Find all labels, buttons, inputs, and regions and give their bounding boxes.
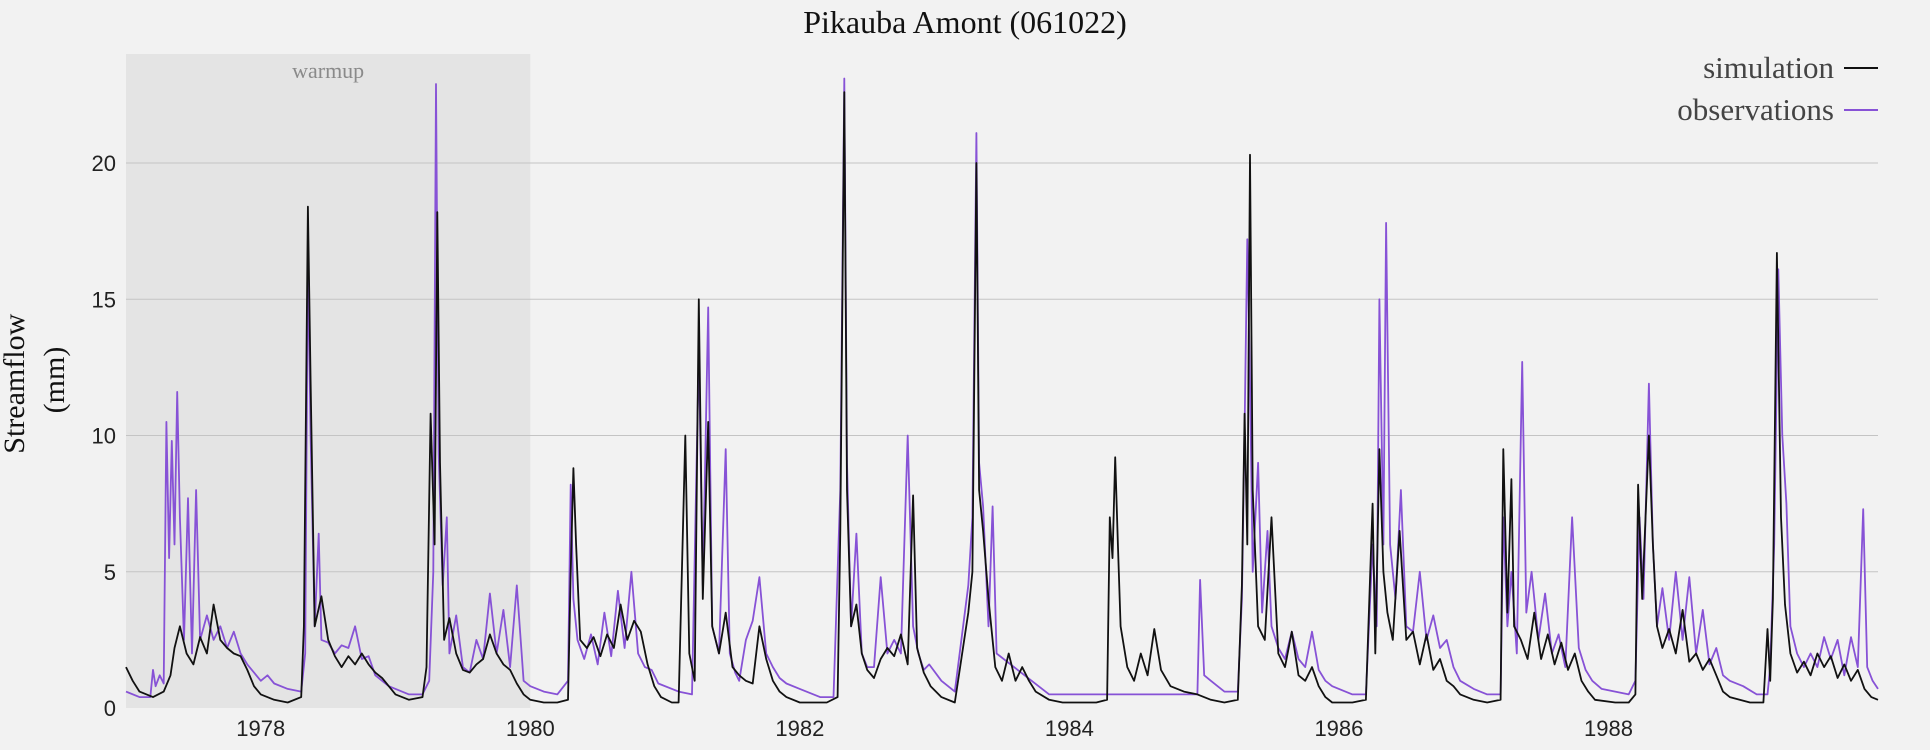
- y-tick-label: 20: [92, 151, 116, 176]
- grid: [126, 162, 1878, 573]
- series-line-simulation: [125, 91, 1879, 704]
- x-tick-label: 1978: [236, 716, 285, 741]
- y-axis-label-line-1: Streamflow: [0, 313, 31, 453]
- x-tick-label: 1980: [506, 716, 555, 741]
- warmup-region: [126, 54, 531, 708]
- chart-title: Pikauba Amont (061022): [803, 4, 1127, 40]
- y-axis-label-line-2: (mm): [38, 347, 71, 414]
- x-tick-label: 1984: [1045, 716, 1094, 741]
- x-tick-label: 1988: [1584, 716, 1633, 741]
- x-axis-ticks: 1978 1980 1982 1984 1986 1988: [236, 716, 1633, 741]
- legend-label-simulation: simulation: [1703, 50, 1834, 85]
- y-tick-label: 0: [104, 696, 116, 721]
- legend: simulation observations: [1677, 50, 1878, 127]
- y-axis-label: Streamflow (mm): [0, 306, 71, 453]
- legend-label-observations: observations: [1677, 92, 1834, 127]
- y-tick-label: 10: [92, 424, 116, 449]
- y-axis-ticks: 0 5 10 15 20: [92, 151, 116, 721]
- series-layer: [125, 77, 1879, 704]
- x-tick-label: 1982: [775, 716, 824, 741]
- x-tick-label: 1986: [1314, 716, 1363, 741]
- y-tick-label: 5: [104, 560, 116, 585]
- y-tick-label: 15: [92, 287, 116, 312]
- warmup-label: warmup: [292, 58, 364, 83]
